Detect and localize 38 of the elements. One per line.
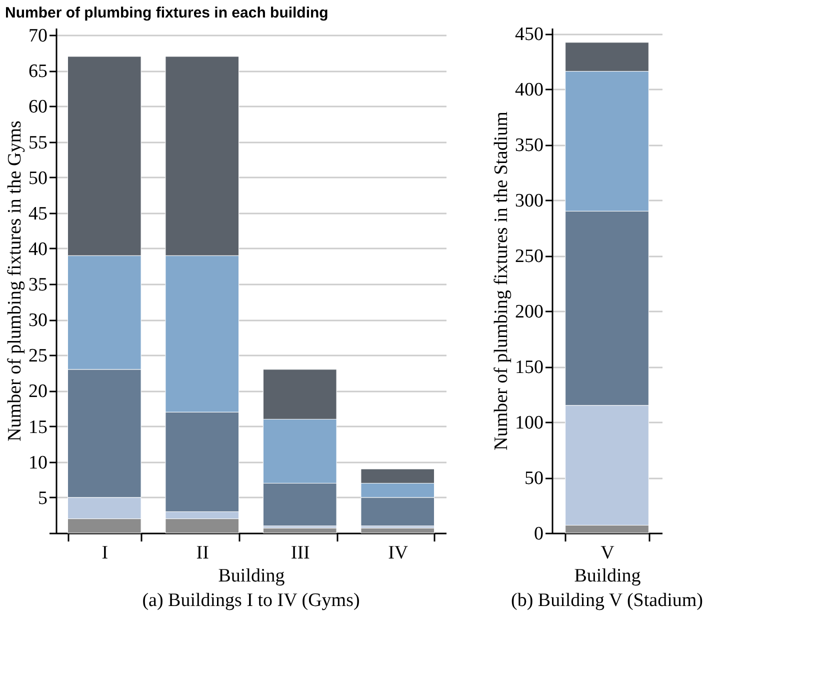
y-tick-label: 450	[515, 24, 544, 46]
x-tick-label: IV	[388, 542, 408, 564]
y-tick-label: 30	[28, 310, 48, 332]
y-tick-label: 35	[28, 274, 48, 296]
x-tick-label: II	[196, 542, 209, 564]
x-axis-title: Building	[574, 566, 642, 586]
bar	[262, 528, 337, 534]
y-tick-label: 350	[515, 135, 544, 156]
text: (b) Building V (Stadium)	[511, 590, 703, 611]
y-tick-label: 250	[515, 246, 544, 268]
y-tick-label: 50	[28, 168, 48, 189]
x-axis-title: Building	[218, 566, 286, 586]
text: (a) Buildings I to IV (Gyms)	[142, 590, 360, 611]
y-tick-label: 40	[28, 238, 48, 260]
y-tick-label: 150	[515, 357, 544, 378]
y-tick-label: 25	[28, 346, 48, 367]
y-tick-label: 0	[534, 524, 544, 544]
y-tick-label: 45	[28, 203, 48, 224]
y-tick-label: 5	[38, 488, 48, 509]
y-tick-label: 100	[515, 412, 544, 434]
y-axis-title: Number of plumbing fixtures in the Stadium	[491, 111, 512, 450]
y-tick-label: 60	[28, 96, 48, 118]
chart-title: Number of plumbing fixtures in each building	[5, 4, 328, 22]
y-tick-label: 70	[28, 26, 48, 47]
y-tick-label: 55	[28, 132, 48, 154]
y-tick-label: 300	[515, 190, 544, 212]
x-tick-label: I	[102, 542, 108, 564]
x-tick-label: V	[600, 542, 615, 564]
x-tick-label: III	[290, 542, 310, 564]
y-tick-label: 65	[28, 61, 48, 82]
y-tick-label: 15	[28, 416, 48, 438]
y-tick-label: 200	[515, 302, 544, 323]
y-axis-title: Number of plumbing fixtures in the Gyms	[4, 120, 26, 442]
y-tick-label: 10	[28, 452, 48, 474]
bar	[360, 528, 435, 534]
y-tick-label: 20	[28, 381, 48, 402]
y-tick-label: 400	[515, 80, 544, 101]
y-tick-label: 50	[524, 468, 544, 490]
